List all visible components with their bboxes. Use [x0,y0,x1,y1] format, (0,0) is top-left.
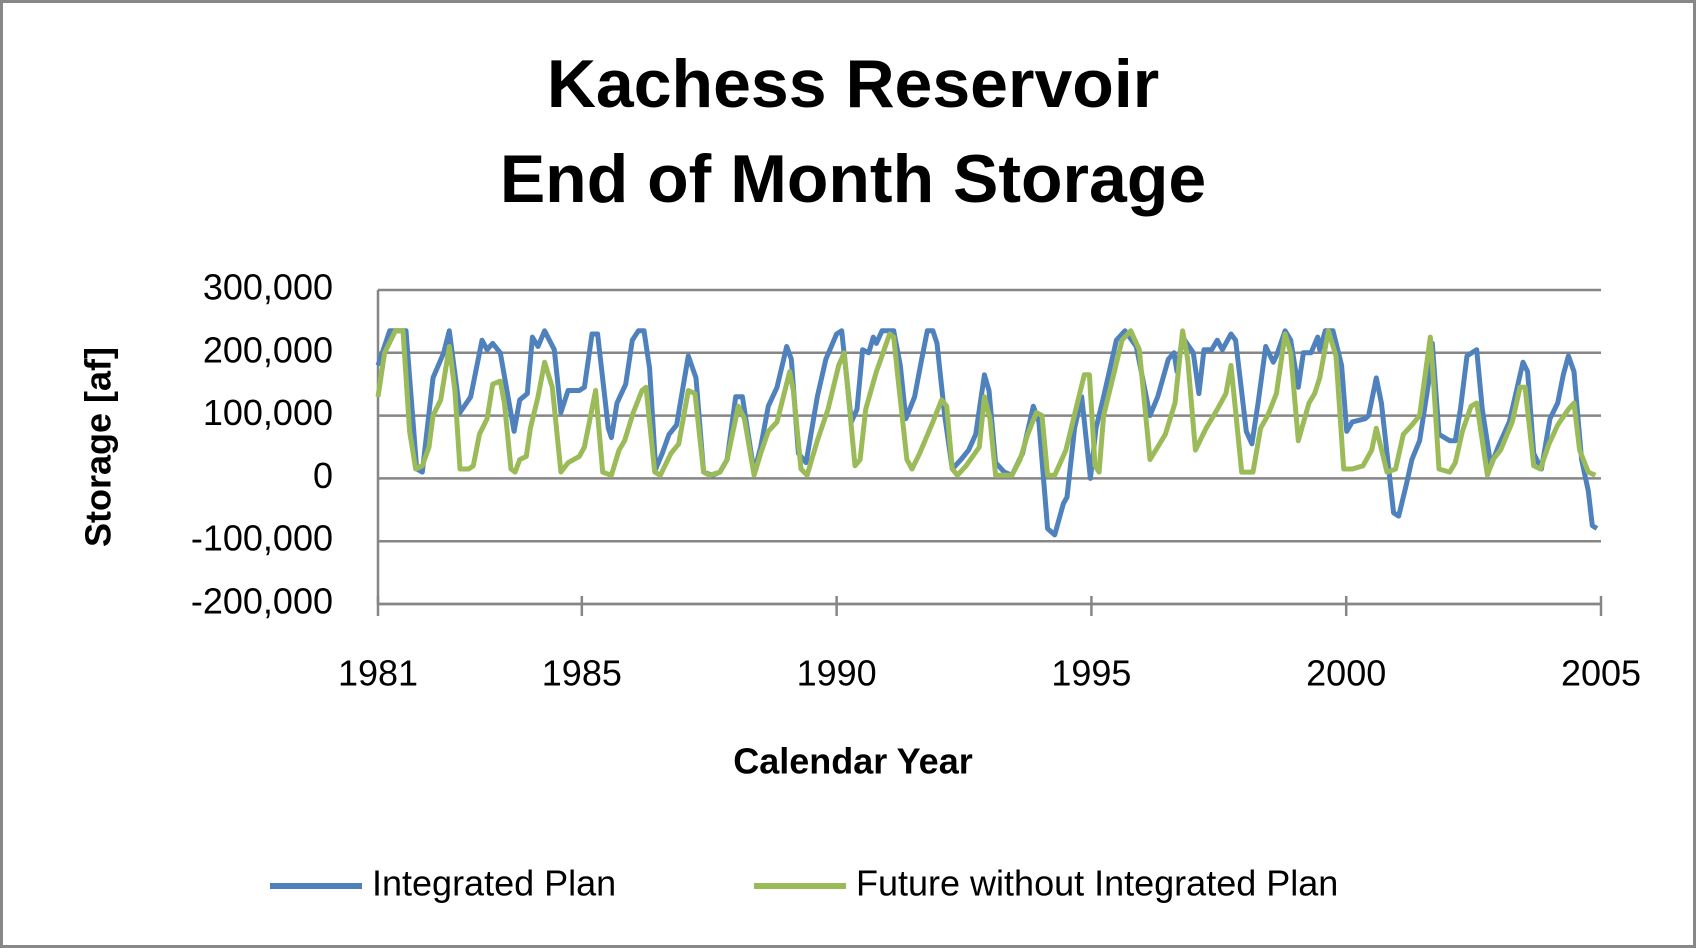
y-tick-label: 0 [313,455,333,496]
series-line [375,328,1599,538]
series-line [375,328,1597,478]
legend-label: Future without Integrated Plan [856,863,1338,904]
x-axis-title: Calendar Year [733,741,972,782]
chart-title: Kachess Reservoir [547,46,1159,122]
y-tick-label: 100,000 [203,392,333,433]
y-tick-label: -100,000 [191,518,333,559]
x-tick-label: 2000 [1306,653,1386,694]
x-tick-label: 1990 [797,653,877,694]
x-tick-label: 2005 [1561,653,1641,694]
x-tick-label: 1985 [542,653,622,694]
y-axis-title: Storage [af] [78,347,119,547]
x-tick-label: 1981 [338,653,418,694]
chart-title: End of Month Storage [500,141,1206,217]
y-tick-label: -200,000 [191,581,333,622]
x-tick-label: 1995 [1051,653,1131,694]
y-tick-label: 300,000 [203,267,333,308]
y-tick-label: 200,000 [203,329,333,370]
legend-label: Integrated Plan [372,863,616,904]
